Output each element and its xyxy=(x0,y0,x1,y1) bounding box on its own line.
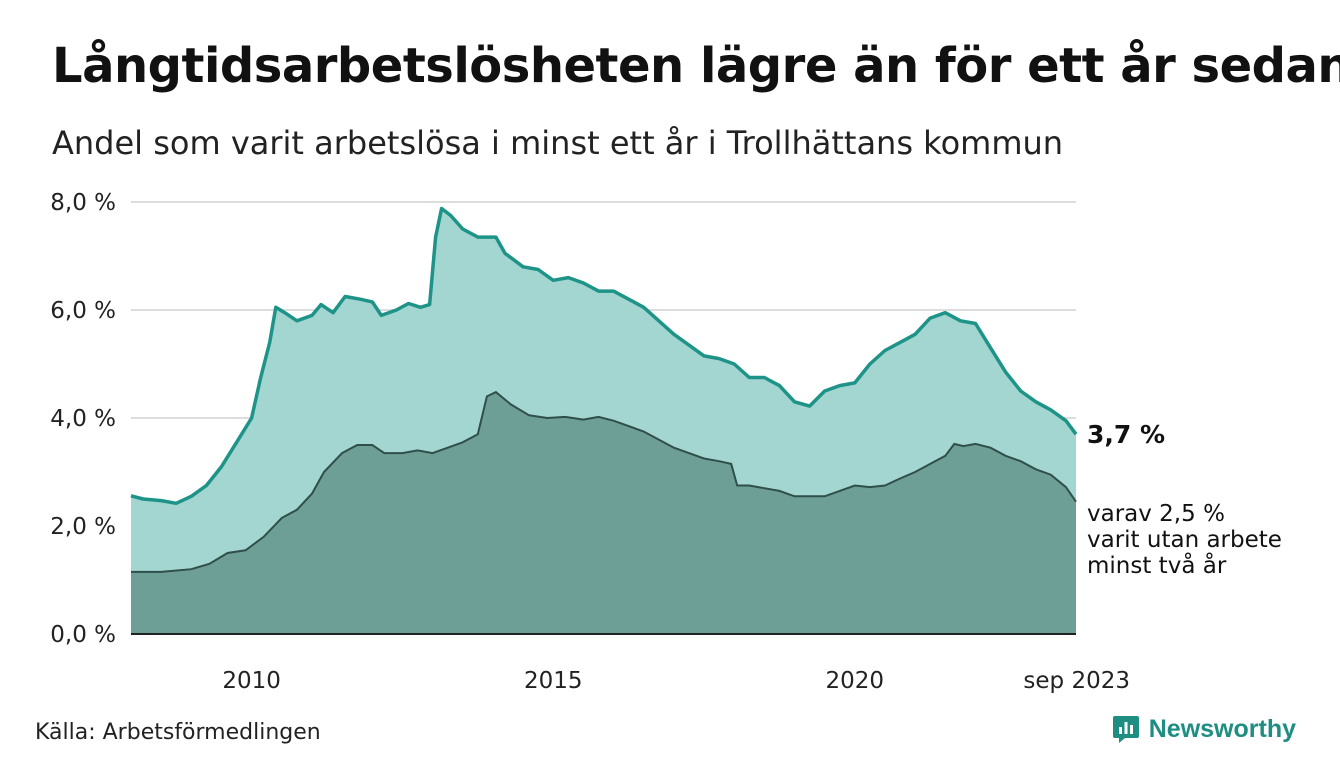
y-tick-label: 0,0 % xyxy=(50,622,116,648)
secondary-value-label: varav 2,5 % varit utan arbete minst två år xyxy=(1087,501,1282,579)
chart-subtitle: Andel som varit arbetslösa i minst ett å… xyxy=(52,124,1064,162)
y-tick-label: 8,0 % xyxy=(50,190,116,216)
secondary-label-line: varav 2,5 % xyxy=(1087,501,1225,527)
x-axis-labels: 2010 2015 2020 sep 2023 xyxy=(222,668,1130,694)
line-long-term-unemployed xyxy=(130,206,1078,506)
line-unemployed-two-years xyxy=(131,390,1077,573)
newsworthy-logo-icon xyxy=(1112,716,1139,743)
chart-title: Långtidsarbetslösheten lägre än för ett … xyxy=(52,38,1340,94)
secondary-label-line: varit utan arbete xyxy=(1087,527,1282,553)
source-note: Källa: Arbetsförmedlingen xyxy=(35,720,321,745)
secondary-label-line: minst två år xyxy=(1087,551,1227,579)
x-tick-label: 2020 xyxy=(826,668,885,694)
area-unemployed-two-years xyxy=(131,392,1076,634)
brand-name: Newsworthy xyxy=(1148,714,1296,743)
x-tick-label: 2015 xyxy=(524,668,583,694)
y-axis-labels: 0,0 % 2,0 % 4,0 % 6,0 % 8,0 % xyxy=(50,190,116,648)
x-tick-label: 2010 xyxy=(222,668,281,694)
last-value-label: 3,7 % xyxy=(1087,420,1165,449)
y-tick-label: 6,0 % xyxy=(50,298,116,324)
y-tick-label: 2,0 % xyxy=(50,514,116,540)
y-tick-label: 4,0 % xyxy=(50,406,116,432)
x-tick-label: sep 2023 xyxy=(1023,668,1130,694)
brand-logo: Newsworthy xyxy=(1111,714,1296,744)
